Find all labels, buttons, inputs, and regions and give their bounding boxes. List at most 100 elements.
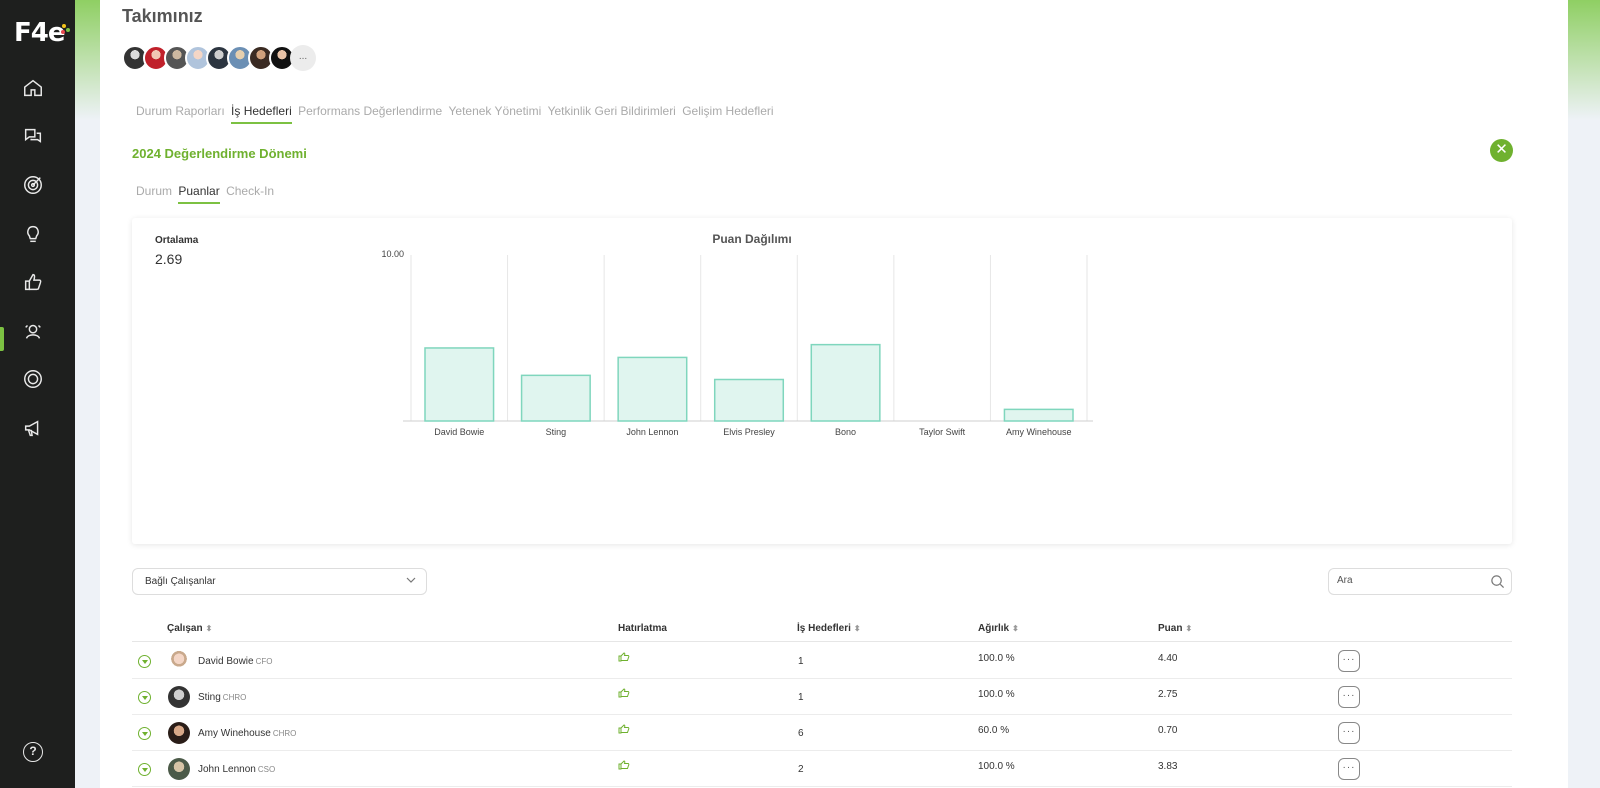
column-goals[interactable]: İş Hedefleri ⬍: [797, 623, 861, 634]
subtab-puanlar[interactable]: Puanlar: [178, 184, 220, 204]
weight-value: 100.0 %: [978, 689, 1015, 700]
x-tick-label: Elvis Presley: [723, 427, 775, 437]
avatar: [168, 686, 190, 708]
score-value: 0.70: [1158, 725, 1178, 736]
period-title: 2024 Değerlendirme Dönemi: [132, 146, 307, 161]
bar-bono: [810, 343, 881, 422]
goals-count: 1: [798, 692, 804, 703]
weight-value: 100.0 %: [978, 761, 1015, 772]
employee-name[interactable]: Sting CHRO: [198, 692, 246, 703]
x-tick-label: David Bowie: [434, 427, 484, 437]
app-logo[interactable]: F4e: [14, 18, 70, 48]
subtab-durum[interactable]: Durum: [136, 184, 173, 198]
dropdown-label: Bağlı Çalışanlar: [145, 576, 216, 587]
chart-title: Puan Dağılımı: [712, 232, 791, 246]
table-row[interactable]: Amy Winehouse CHRO 6 60.0 % 0.70 ···: [132, 715, 1512, 751]
page-title: Takımınız: [122, 6, 203, 26]
column-reminder: Hatırlatma: [618, 623, 667, 634]
expand-row-icon[interactable]: [138, 727, 151, 740]
table-row[interactable]: David Bowie CFO 1 100.0 % 4.40 ···: [132, 643, 1512, 679]
weight-value: 100.0 %: [978, 653, 1015, 664]
settings-ring-icon[interactable]: [22, 368, 44, 390]
employee-name-text: David Bowie: [198, 656, 254, 667]
column-employee[interactable]: Çalışan ⬍: [167, 623, 212, 634]
column-score-label: Puan: [1158, 623, 1183, 634]
target-icon[interactable]: [22, 174, 44, 196]
expand-row-icon[interactable]: [138, 655, 151, 668]
reminder-hand-icon[interactable]: [618, 723, 630, 735]
employee-filter-dropdown[interactable]: Bağlı Çalışanlar: [132, 568, 427, 595]
expand-row-icon[interactable]: [138, 763, 151, 776]
table-header: Çalışan ⬍ Hatırlatma İş Hedefleri ⬍ Ağırlı…: [132, 616, 1512, 642]
expand-row-icon[interactable]: [138, 691, 151, 704]
employee-title: CHRO: [272, 729, 297, 738]
bar-david-bowie: [424, 347, 495, 422]
table-row[interactable]: Sting CHRO 1 100.0 % 2.75 ···: [132, 679, 1512, 715]
subtab-check-in[interactable]: Check-In: [226, 184, 275, 198]
search-icon[interactable]: [1490, 574, 1505, 589]
goals-count: 2: [798, 764, 804, 775]
chevron-down-icon: [406, 577, 416, 583]
row-actions-button[interactable]: ···: [1338, 722, 1360, 744]
score-distribution-card: Ortalama 2.69 Puan Dağılımı 10.00 David Bo…: [132, 218, 1512, 544]
help-icon[interactable]: ?: [23, 742, 43, 762]
employee-name-text: Amy Winehouse: [198, 728, 271, 739]
average-label: Ortalama: [155, 235, 199, 246]
table-row[interactable]: John Lennon CSO 2 100.0 % 3.83 ···: [132, 751, 1512, 787]
employee-name[interactable]: Amy Winehouse CHRO: [198, 728, 296, 739]
tab-gelisim-hedefleri[interactable]: Gelişim Hedefleri: [682, 104, 774, 118]
search-box: [1328, 568, 1512, 595]
row-actions-button[interactable]: ···: [1338, 686, 1360, 708]
main-panel: Takımınız ... Durum Raporları İş Hedefle…: [100, 0, 1568, 788]
employee-title: CHRO: [222, 693, 247, 702]
decorative-strip-right: [1568, 0, 1600, 120]
column-weight[interactable]: Ağırlık ⬍: [978, 623, 1019, 634]
avatar: [168, 722, 190, 744]
sort-icon: ⬍: [853, 624, 861, 633]
goals-count: 6: [798, 728, 804, 739]
reminder-hand-icon[interactable]: [618, 687, 630, 699]
column-weight-label: Ağırlık: [978, 623, 1010, 634]
home-icon[interactable]: [22, 77, 44, 99]
megaphone-icon[interactable]: [22, 417, 44, 439]
employee-name[interactable]: David Bowie CFO: [198, 656, 272, 667]
sort-icon: ⬍: [205, 624, 213, 633]
reminder-hand-icon[interactable]: [618, 759, 630, 771]
x-tick-label: Bono: [835, 427, 856, 437]
employee-name[interactable]: John Lennon CSO: [198, 764, 275, 775]
sidebar-active-indicator: [0, 327, 4, 351]
chat-icon[interactable]: [22, 125, 44, 147]
tab-durum-raporlari[interactable]: Durum Raporları: [136, 104, 225, 118]
row-actions-button[interactable]: ···: [1338, 650, 1360, 672]
search-input[interactable]: [1337, 575, 1477, 586]
average-value: 2.69: [155, 251, 183, 267]
column-score[interactable]: Puan ⬍: [1158, 623, 1192, 634]
column-goals-label: İş Hedefleri: [797, 623, 851, 634]
avatar: [168, 758, 190, 780]
thumbs-up-icon[interactable]: [22, 271, 44, 293]
tab-is-hedefleri[interactable]: İş Hedefleri: [231, 104, 292, 124]
x-tick-label: Amy Winehouse: [1006, 427, 1072, 437]
bar-elvis-presley: [713, 378, 785, 422]
tab-performans-degerlendirme[interactable]: Performans Değerlendirme: [298, 104, 443, 118]
tab-yetkinlik-geri-bildirimleri[interactable]: Yetkinlik Geri Bildirimleri: [547, 104, 676, 118]
sort-icon: ⬍: [1185, 624, 1193, 633]
sub-tabs: Durum Puanlar Check-In: [136, 184, 277, 204]
x-tick-label: John Lennon: [626, 427, 678, 437]
more-avatars-button[interactable]: ...: [290, 45, 316, 71]
row-actions-button[interactable]: ···: [1338, 758, 1360, 780]
team-icon[interactable]: [22, 320, 44, 342]
score-value: 4.40: [1158, 653, 1178, 664]
bar-sting: [520, 374, 591, 422]
goals-count: 1: [798, 656, 804, 667]
tab-yetenek-yonetimi[interactable]: Yetenek Yönetimi: [448, 104, 542, 118]
close-icon[interactable]: ✕: [1490, 139, 1513, 162]
lightbulb-icon[interactable]: [22, 223, 44, 245]
logo-text: F4e: [14, 18, 65, 48]
y-tick-label: 10.00: [381, 249, 404, 259]
decorative-strip-left: [75, 0, 100, 120]
avatar: [168, 650, 190, 672]
reminder-hand-icon[interactable]: [618, 651, 630, 663]
score-distribution-chart: Puan Dağılımı 10.00 David Bowie Sting John L…: [381, 232, 1093, 437]
score-value: 3.83: [1158, 761, 1178, 772]
